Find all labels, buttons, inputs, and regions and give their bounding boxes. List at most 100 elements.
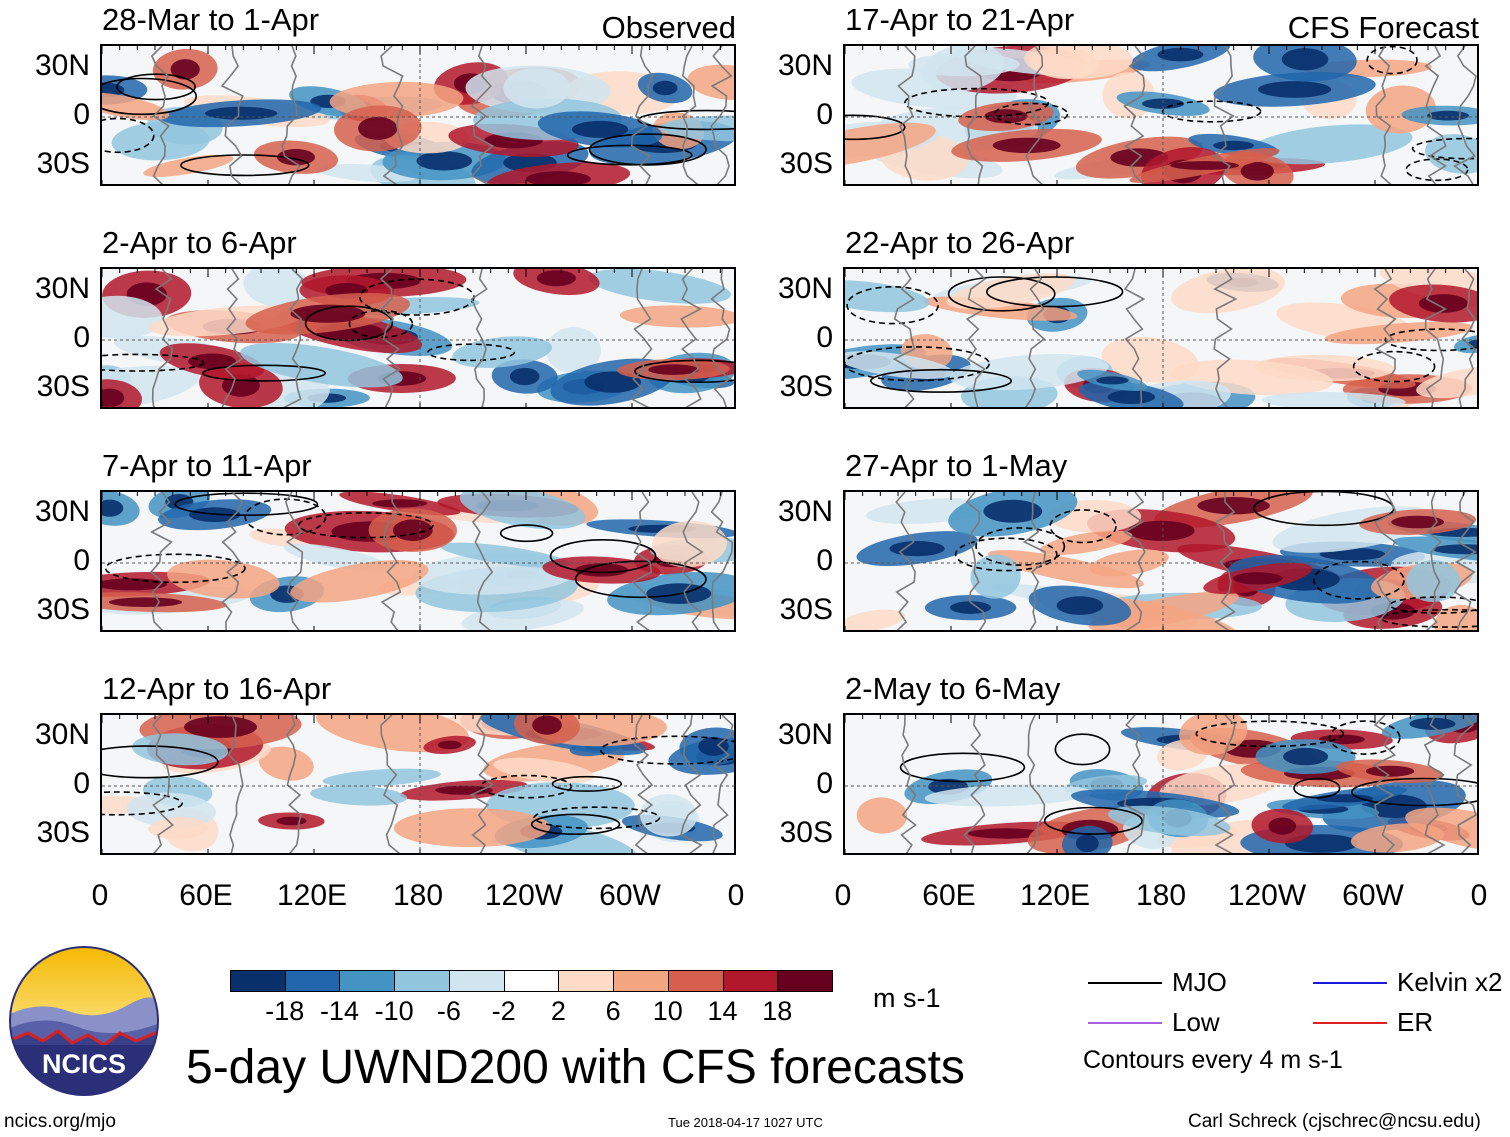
colorbar-units: m s-1	[873, 983, 941, 1013]
westerly-anomaly	[102, 92, 170, 121]
mjo-contour	[549, 538, 657, 574]
lon-tick-label: 0	[1470, 879, 1488, 912]
colorbar-segment	[722, 970, 779, 992]
contour-note: Contours every 4 m s-1	[1083, 1046, 1343, 1074]
legend-line-er	[1313, 1022, 1387, 1024]
lon-tick-label: 60E	[922, 879, 976, 912]
coastline	[285, 715, 302, 853]
panel-title: 17-Apr to 21-Apr	[845, 2, 1075, 37]
mjo-contour	[634, 359, 734, 383]
mjo-contour	[1293, 777, 1341, 799]
coastline	[1026, 715, 1046, 853]
ncics-logo: NCICS	[8, 945, 160, 1097]
mjo-contour	[599, 735, 734, 765]
coastline	[681, 46, 699, 184]
coastline	[380, 715, 401, 853]
coastline	[151, 715, 174, 853]
westerly-anomaly	[687, 64, 734, 101]
westerly-anomaly-core	[967, 828, 1045, 839]
lon-tick-label: 60W	[599, 879, 661, 912]
anomaly-map	[100, 267, 736, 409]
westerly-anomaly	[987, 550, 1144, 589]
easterly-anomaly	[240, 342, 403, 388]
easterly-anomaly-core	[1427, 110, 1469, 121]
mjo-contour	[479, 774, 572, 799]
footer-timestamp: Tue 2018-04-17 1027 UTC	[668, 1115, 823, 1130]
legend-label: ER	[1397, 1007, 1434, 1037]
mjo-contour	[954, 537, 1058, 572]
lat-tick-label: 0	[73, 98, 90, 131]
mjo-contour	[180, 154, 310, 177]
panel-title: 2-Apr to 6-Apr	[102, 225, 297, 260]
colorbar-tick-label: 6	[605, 996, 621, 1026]
westerly-anomaly	[1416, 366, 1477, 399]
westerly-anomaly-core	[648, 364, 699, 375]
easterly-anomaly	[970, 554, 1021, 599]
easterly-anomaly-core	[1213, 140, 1254, 151]
westerly-anomaly-core	[290, 304, 366, 323]
easterly-anomaly	[845, 351, 954, 379]
westerly-anomaly-core	[1418, 294, 1468, 313]
coastline	[1123, 492, 1146, 630]
easterly-anomaly-core	[1157, 47, 1204, 62]
coastline	[379, 269, 401, 407]
coastline	[283, 269, 304, 407]
mjo-contour	[102, 745, 219, 779]
anomaly-map	[100, 44, 736, 186]
legend-label: Low	[1172, 1007, 1220, 1037]
coastline	[1373, 269, 1397, 407]
easterly-anomaly-core	[1142, 98, 1185, 109]
easterly-anomaly-core	[889, 541, 945, 557]
mjo-contour	[297, 512, 434, 539]
easterly-anomaly	[1249, 124, 1413, 165]
westerly-anomaly-core	[435, 785, 493, 795]
coastline	[1213, 46, 1235, 184]
panel-title: 28-Mar to 1-Apr	[102, 2, 320, 37]
coastline	[965, 269, 987, 407]
mjo-contour	[104, 553, 246, 584]
easterly-anomaly	[949, 354, 1109, 391]
anomaly-field	[102, 269, 734, 407]
coastline	[149, 492, 173, 630]
panel-title: 22-Apr to 26-Apr	[845, 225, 1075, 260]
lat-tick-label: 30N	[777, 272, 833, 305]
coastline	[1123, 269, 1146, 407]
mjo-contour	[845, 114, 906, 141]
westerly-anomaly-core	[170, 59, 200, 80]
coastline	[681, 492, 704, 630]
coastline	[680, 715, 703, 853]
column-label: Observed	[601, 10, 736, 45]
coastline	[380, 492, 402, 630]
westerly-anomaly-core	[536, 270, 576, 287]
easterly-anomaly	[1454, 334, 1477, 354]
lon-tick-label: 120W	[1227, 879, 1307, 912]
westerly-anomaly-core	[102, 578, 167, 591]
westerly-anomaly-core	[1365, 765, 1415, 777]
westerly-anomaly-core	[102, 388, 125, 407]
westerly-anomaly-core	[526, 171, 591, 184]
lat-tick-label: 30S	[779, 593, 833, 626]
easterly-anomaly	[924, 784, 1092, 807]
coastline	[151, 269, 174, 407]
coastline	[1123, 715, 1145, 853]
lat-tick-label: 0	[816, 321, 833, 354]
lat-tick-label: 30N	[34, 49, 90, 82]
mjo-contour	[102, 117, 155, 154]
coastline	[1373, 492, 1397, 630]
coastline	[470, 269, 488, 407]
anomaly-map	[100, 713, 736, 855]
anomaly-map	[843, 713, 1479, 855]
coastline	[1214, 492, 1236, 630]
easterly-anomaly-core	[204, 106, 278, 120]
lat-tick-label: 0	[816, 98, 833, 131]
easterly-anomaly-core	[509, 367, 540, 386]
mjo-contour	[947, 276, 1056, 312]
mjo-contour	[975, 527, 1066, 566]
colorbar-tick-label: 10	[652, 996, 683, 1026]
colorbar-segment	[613, 970, 669, 992]
coastline	[1025, 269, 1046, 407]
westerly-anomaly-core	[1170, 161, 1240, 170]
anomaly-field	[845, 715, 1477, 853]
westerly-anomaly	[1088, 591, 1239, 630]
westerly-anomaly	[1324, 321, 1474, 345]
